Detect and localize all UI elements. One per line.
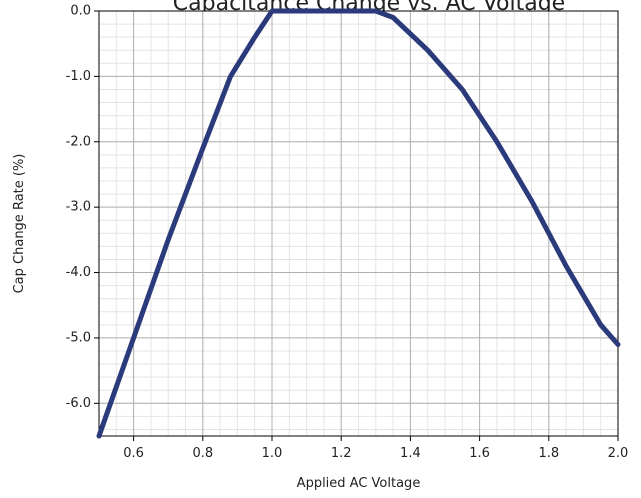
y-tick-label: -1.0 [66,69,91,84]
series-line [96,8,621,439]
y-tick-label: 0.0 [70,4,91,19]
y-axis-title: Cap Change Rate (%) [12,154,27,294]
x-tick-label: 1.0 [262,446,283,461]
x-tick-label: 1.6 [469,446,490,461]
y-axis-ticks: 0.0 -1.0 -2.0 -3.0 -4.0 -5.0 -6.0 [66,4,99,411]
x-tick-label: 0.6 [123,446,144,461]
y-tick-label: -3.0 [66,200,91,215]
x-axis-ticks: 0.6 0.8 1.0 1.2 1.4 1.6 1.8 2.0 [123,436,628,461]
grid [98,10,619,436]
x-tick-label: 1.2 [331,446,352,461]
y-tick-label: -4.0 [66,265,91,280]
x-tick-label: 1.8 [538,446,559,461]
y-tick-label: -6.0 [66,396,91,411]
x-tick-label: 1.4 [400,446,421,461]
y-tick-label: -5.0 [66,330,91,345]
x-axis-title: Applied AC Voltage [297,476,421,491]
x-tick-label: 2.0 [608,446,629,461]
y-tick-label: -2.0 [66,134,91,149]
x-tick-label: 0.8 [192,446,213,461]
series-layer [96,8,621,439]
